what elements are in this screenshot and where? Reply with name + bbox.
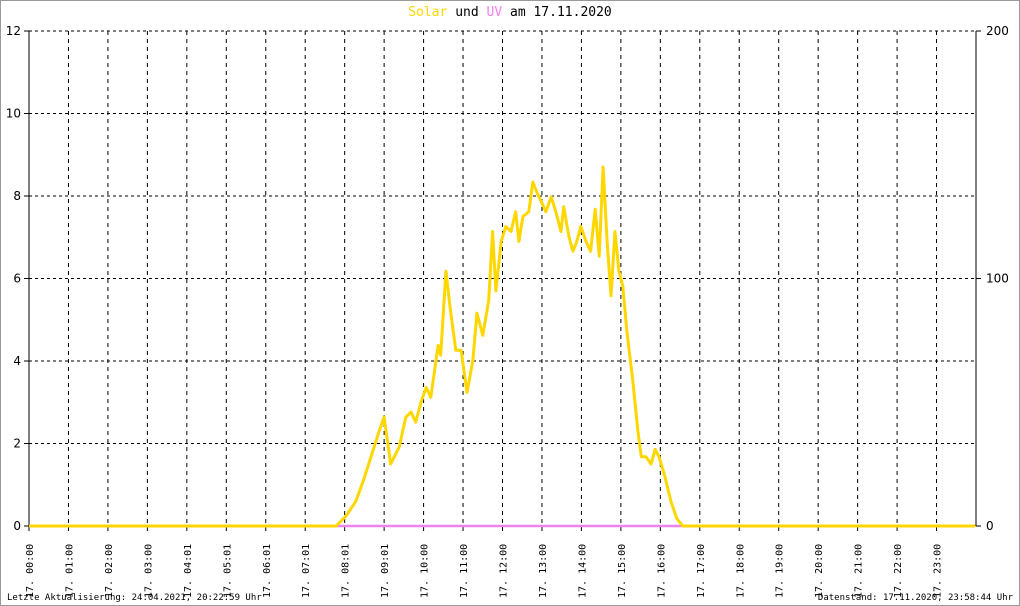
x-tick-label: 17. 04:01 [183,544,194,598]
x-tick-label: 17. 15:00 [617,544,628,598]
title-und: und [447,5,487,20]
x-tick-label: 17. 19:00 [775,544,786,598]
y-right-tick-label: 200 [986,24,1009,38]
x-tick-label: 17. 00:00 [25,544,36,598]
title-solar: Solar [408,5,448,20]
x-tick-label: 17. 14:00 [577,544,588,598]
x-tick-label: 17. 09:01 [380,544,391,598]
x-tick-label: 17. 02:00 [104,544,115,598]
title-date: am 17.11.2020 [502,5,612,20]
y-left-tick-label: 0 [13,519,21,533]
x-tick-label: 17. 08:01 [341,544,352,598]
chart-title: Solar und UV am 17.11.2020 [1,5,1019,20]
x-tick-label: 17. 22:00 [893,544,904,598]
x-tick-label: 17. 11:00 [459,544,470,598]
title-uv: UV [486,5,503,20]
x-tick-label: 17. 23:00 [933,544,944,598]
y-right-tick-label: 0 [986,519,994,533]
y-left-tick-label: 8 [13,189,21,203]
x-tick-label: 17. 10:00 [420,544,431,598]
data-status-text: Datenstand: 17.11.2020, 23:58:44 Uhr [817,593,1013,603]
x-tick-label: 17. 13:00 [538,544,549,598]
x-tick-label: 17. 16:00 [656,544,667,598]
y-left-tick-label: 10 [6,107,21,121]
x-tick-label: 17. 06:01 [262,544,273,598]
x-tick-label: 17. 12:00 [499,544,510,598]
series-line-solar [29,165,976,528]
x-tick-label: 17. 03:00 [143,544,154,598]
x-tick-label: 17. 18:00 [735,544,746,598]
y-right-tick-label: 100 [986,272,1009,286]
y-left-tick-label: 6 [13,272,21,286]
y-left-tick-label: 2 [13,437,21,451]
y-left-tick-label: 12 [6,24,21,38]
x-tick-label: 17. 20:00 [814,544,825,598]
x-tick-label: 17. 17:00 [696,544,707,598]
x-tick-label: 17. 07:01 [301,544,312,598]
x-tick-label: 17. 05:01 [222,544,233,598]
y-left-tick-label: 4 [13,354,21,368]
x-tick-label: 17. 21:00 [854,544,865,598]
x-tick-label: 17. 01:00 [64,544,75,598]
last-update-text: Letzte Aktualisierung: 24.04.2021, 20:22… [7,593,262,603]
